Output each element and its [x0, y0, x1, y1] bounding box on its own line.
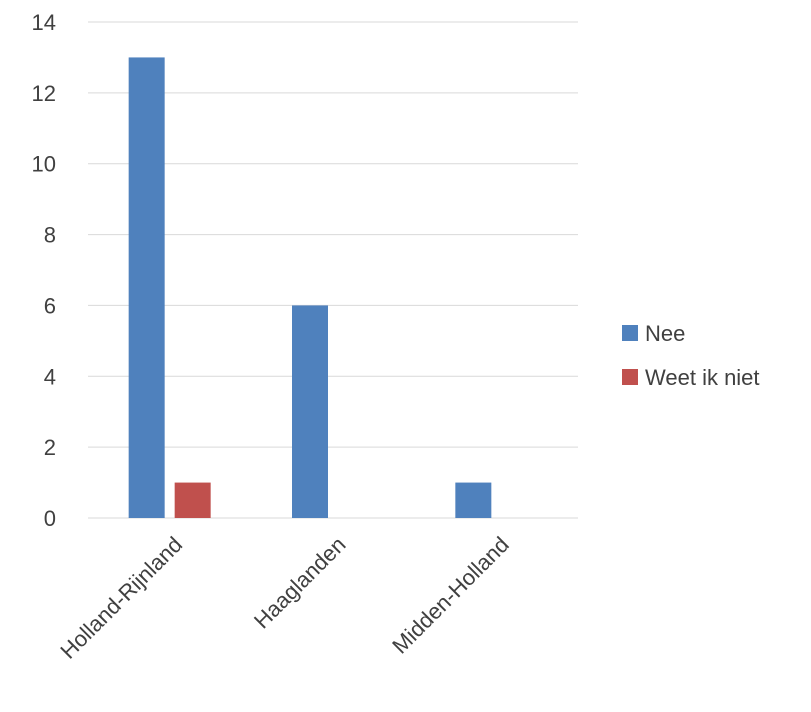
legend-swatch-weet-ik-niet [622, 369, 638, 385]
x-category-label: Haaglanden [249, 532, 351, 634]
x-category-label: Holland-Rijnland [55, 532, 187, 664]
y-tick-label: 6 [44, 293, 56, 318]
legend: Nee Weet ik niet [622, 321, 760, 390]
x-axis-category-labels: Holland-Rijnland Haaglanden Midden-Holland [55, 532, 513, 664]
y-tick-label: 4 [44, 364, 56, 389]
x-category-label: Midden-Holland [387, 532, 514, 659]
bar-weet-ik-niet-holland-rijnland [174, 482, 211, 518]
bar-nee-holland-rijnland [128, 57, 165, 519]
legend-label: Weet ik niet [645, 365, 760, 390]
legend-swatch-nee [622, 325, 638, 341]
bars [128, 57, 492, 519]
bar-nee-haaglanden [292, 305, 328, 518]
y-tick-label: 10 [32, 152, 56, 177]
y-tick-label: 14 [32, 10, 56, 35]
y-tick-label: 12 [32, 81, 56, 106]
y-tick-label: 2 [44, 435, 56, 460]
y-axis-tick-labels: 0 2 4 6 8 10 12 14 [32, 10, 56, 531]
y-tick-label: 0 [44, 506, 56, 531]
bar-nee-midden-holland [455, 482, 492, 518]
gridlines [88, 21, 578, 519]
legend-label: Nee [645, 321, 685, 346]
y-tick-label: 8 [44, 223, 56, 248]
